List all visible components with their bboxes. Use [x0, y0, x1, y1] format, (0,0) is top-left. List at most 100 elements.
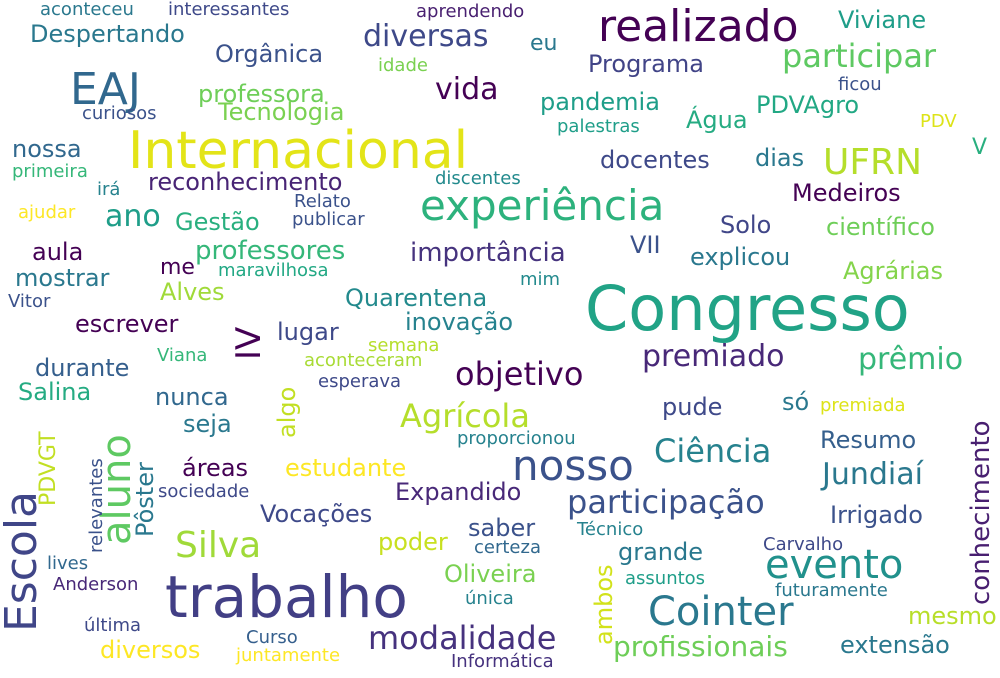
word: durante — [35, 354, 130, 382]
word: sociedade — [158, 481, 250, 502]
word: vida — [435, 72, 499, 107]
word: semana — [368, 335, 440, 356]
word: Vitor — [8, 291, 51, 312]
word: ambos — [590, 564, 618, 645]
word: escrever — [75, 310, 179, 338]
word: aconteceu — [40, 0, 134, 20]
word: reconhecimento — [148, 168, 343, 196]
word: Gestão — [175, 208, 260, 236]
word: discentes — [435, 168, 521, 189]
word: Quarentena — [345, 284, 488, 312]
word: mesmo — [908, 602, 997, 630]
word: mim — [520, 269, 561, 290]
word: PDVGT — [36, 431, 61, 506]
word: Anderson — [53, 574, 139, 595]
word: ano — [105, 199, 161, 234]
word: ficou — [838, 74, 882, 95]
word: Vocações — [260, 500, 373, 528]
word: nosso — [512, 441, 634, 490]
word: aconteceram — [304, 350, 423, 371]
word: pude — [662, 393, 723, 421]
word: primeira — [12, 161, 88, 182]
word: PDVAgro — [756, 91, 860, 119]
word: aprendendo — [416, 1, 525, 22]
word: Internacional — [128, 121, 469, 181]
word: importância — [410, 238, 566, 268]
word: Escola — [0, 490, 47, 632]
word: aula — [32, 238, 84, 266]
word: trabalho — [165, 563, 408, 631]
word: Pôster — [131, 462, 159, 537]
word: lugar — [277, 318, 339, 346]
word: Salina — [18, 378, 92, 406]
word: nunca — [155, 383, 229, 411]
word: PDV — [920, 111, 957, 132]
word: participar — [782, 37, 937, 75]
word: interessantes — [168, 0, 290, 20]
word: Orgânica — [215, 40, 324, 68]
word: publicar — [292, 209, 365, 230]
word: científico — [826, 213, 935, 241]
word: conhecimento — [966, 420, 996, 605]
word: Alves — [160, 278, 225, 306]
word: Expandido — [395, 478, 522, 506]
word: Água — [686, 106, 748, 134]
word: juntamente — [236, 645, 341, 666]
word: áreas — [182, 454, 249, 482]
word: Congresso — [585, 272, 910, 345]
word: Agrícola — [400, 397, 530, 435]
word: irá — [97, 179, 121, 200]
word: nossa — [12, 135, 82, 163]
word: estudante — [285, 454, 407, 482]
word: professores — [195, 236, 346, 266]
word: extensão — [840, 631, 950, 659]
word: mostrar — [15, 264, 110, 292]
word: Informática — [451, 651, 554, 672]
word: profissionais — [613, 630, 788, 663]
word: curiosos — [82, 103, 157, 124]
word: Resumo — [820, 426, 917, 454]
word: Despertando — [30, 20, 185, 48]
word: Agrárias — [843, 257, 943, 285]
word: Oliveira — [444, 560, 537, 588]
word: experiência — [420, 181, 665, 230]
word: modalidade — [368, 619, 557, 657]
word: VII — [630, 231, 661, 259]
word: dias — [755, 144, 805, 172]
word: palestras — [557, 116, 640, 137]
word: Cointer — [648, 589, 794, 635]
word: Tecnologia — [218, 98, 345, 126]
word: grande — [618, 538, 704, 566]
word: idade — [378, 55, 428, 76]
word: professora — [198, 80, 325, 108]
word: V — [972, 135, 988, 160]
word: seja — [183, 410, 232, 438]
word: Carvalho — [763, 534, 844, 555]
word: premiada — [820, 395, 906, 416]
word: IV — [229, 326, 269, 360]
word: eu — [530, 31, 558, 56]
word: Técnico — [577, 519, 644, 540]
word: Ciência — [654, 432, 772, 470]
word: lives — [47, 553, 89, 574]
word: objetivo — [455, 355, 584, 393]
word: Viviane — [838, 6, 927, 34]
word: esperava — [318, 371, 402, 392]
word: Medeiros — [792, 179, 901, 207]
word: UFRN — [823, 142, 922, 183]
word: realizado — [598, 1, 799, 52]
word: evento — [765, 542, 904, 588]
word: só — [782, 388, 810, 416]
word: explicou — [690, 243, 791, 271]
word: assuntos — [625, 568, 706, 589]
word: Curso — [246, 627, 298, 648]
word: proporcionou — [457, 428, 576, 449]
word: última — [84, 615, 142, 636]
word: diversos — [100, 636, 201, 664]
word: poder — [378, 528, 448, 556]
word: me — [160, 255, 195, 280]
word: saber — [468, 514, 536, 542]
word: premiado — [642, 339, 785, 374]
word: EAJ — [70, 64, 141, 115]
word: relevantes — [86, 458, 107, 553]
